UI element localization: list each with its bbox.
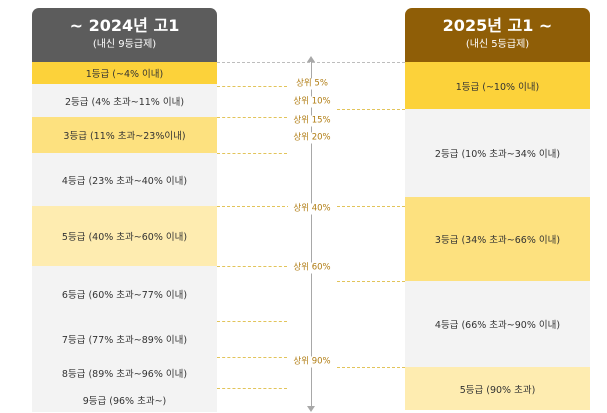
axis-arrow-down-icon xyxy=(307,406,315,412)
system-2024-subtitle: (내신 9등급제) xyxy=(92,39,157,50)
percentile-label: 상위 60% xyxy=(288,262,336,274)
percentile-label: 상위 40% xyxy=(288,203,336,215)
grade-7-of-9: 7등급 (77% 초과~89% 이내) xyxy=(32,321,217,357)
grade-5-of-5: 5등급 (90% 초과) xyxy=(405,367,590,410)
grade-1-of-9: 1등급 (~4% 이내) xyxy=(32,62,217,84)
percentile-label: 상위 20% xyxy=(288,132,336,144)
grade-3-of-9: 3등급 (11% 초과~23%이내) xyxy=(32,117,217,153)
guide-line-top xyxy=(217,62,405,63)
grade-2-of-5: 2등급 (10% 초과~34% 이내) xyxy=(405,109,590,197)
grade-5-of-9: 5등급 (40% 초과~60% 이내) xyxy=(32,206,217,266)
grade-9-of-9: 9등급 (96% 초과~) xyxy=(32,388,217,412)
percentile-label: 상위 10% xyxy=(288,96,336,108)
system-2025-title: 2025년 고1 ~ xyxy=(442,16,553,35)
grade-3-of-5: 3등급 (34% 초과~66% 이내) xyxy=(405,197,590,281)
guide-line-89 xyxy=(217,357,287,358)
grade-1-of-5: 1등급 (~10% 이내) xyxy=(405,62,590,109)
grade-label: 5등급 (90% 초과) xyxy=(459,384,536,396)
guide-line-10 xyxy=(337,109,405,110)
grade-label: 7등급 (77% 초과~89% 이내) xyxy=(61,335,188,346)
grade-label: 1등급 (~4% 이내) xyxy=(85,69,164,80)
grade-label: 3등급 (34% 초과~66% 이내) xyxy=(434,235,561,246)
guide-line-90 xyxy=(337,367,405,368)
system-2024-header: ~ 2024년 고1 (내신 9등급제) xyxy=(32,8,217,62)
percentile-axis xyxy=(311,60,312,410)
system-2025-subtitle: (내신 5등급제) xyxy=(465,39,530,50)
guide-line-66 xyxy=(337,281,405,282)
guide-line-77 xyxy=(217,321,287,322)
axis-arrow-up-icon xyxy=(307,56,315,62)
grade-2-of-9: 2등급 (4% 초과~11% 이내) xyxy=(32,84,217,117)
grade-label: 5등급 (40% 초과~60% 이내) xyxy=(61,232,188,243)
percentile-label: 상위 5% xyxy=(288,78,336,90)
grade-label: 3등급 (11% 초과~23%이내) xyxy=(63,131,186,142)
system-2024-title: ~ 2024년 고1 xyxy=(69,16,180,35)
system-2025-header: 2025년 고1 ~ (내신 5등급제) xyxy=(405,8,590,62)
guide-line-11 xyxy=(217,117,287,118)
grade-4-of-9: 4등급 (23% 초과~40% 이내) xyxy=(32,153,217,206)
grade-4-of-5: 4등급 (66% 초과~90% 이내) xyxy=(405,281,590,367)
guide-line-60 xyxy=(217,266,287,267)
guide-line-23 xyxy=(217,153,287,154)
grade-label: 2등급 (4% 초과~11% 이내) xyxy=(64,96,185,108)
grade-label: 4등급 (66% 초과~90% 이내) xyxy=(434,320,561,331)
system-2025-column: 2025년 고1 ~ (내신 5등급제) 1등급 (~10% 이내) 2등급 (… xyxy=(405,8,590,410)
percentile-label: 상위 15% xyxy=(288,115,336,127)
guide-line-5 xyxy=(217,86,287,87)
percentile-label: 상위 90% xyxy=(288,356,336,368)
grade-label: 4등급 (23% 초과~40% 이내) xyxy=(61,175,188,187)
grade-label: 2등급 (10% 초과~34% 이내) xyxy=(434,149,561,160)
grade-label: 8등급 (89% 초과~96% 이내) xyxy=(61,368,188,380)
system-2024-column: ~ 2024년 고1 (내신 9등급제) 1등급 (~4% 이내) 2등급 (4… xyxy=(32,8,217,412)
grade-label: 1등급 (~10% 이내) xyxy=(455,81,540,93)
grade-8-of-9: 8등급 (89% 초과~96% 이내) xyxy=(32,357,217,388)
guide-line-96 xyxy=(217,388,287,389)
grade-label: 6등급 (60% 초과~77% 이내) xyxy=(61,289,188,301)
grade-label: 9등급 (96% 초과~) xyxy=(82,396,167,407)
grade-6-of-9: 6등급 (60% 초과~77% 이내) xyxy=(32,266,217,321)
